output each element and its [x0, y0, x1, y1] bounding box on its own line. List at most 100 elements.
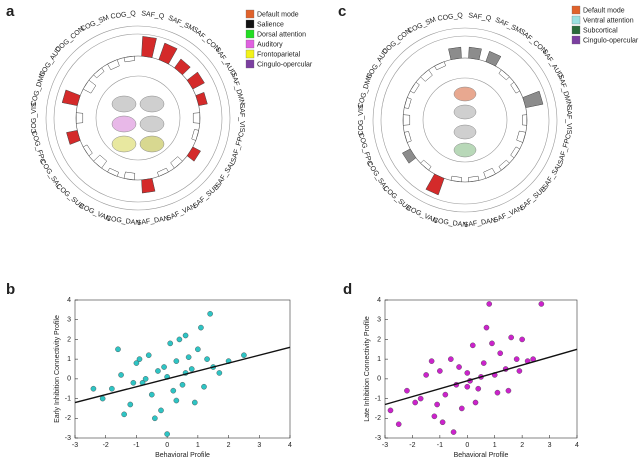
point	[195, 346, 201, 353]
point	[216, 370, 223, 376]
radial-bar	[93, 67, 105, 79]
point	[173, 358, 180, 364]
category-label: SAF_Q	[468, 12, 492, 22]
point	[145, 352, 152, 359]
category-label: SAF_SUB	[192, 184, 221, 210]
radial-bar	[82, 79, 97, 94]
radial-bar	[402, 148, 417, 164]
radial-bar	[420, 159, 432, 171]
category-label: SAF_VIS	[238, 104, 245, 133]
x-tick-label: 4	[575, 442, 579, 449]
point	[170, 387, 177, 394]
point	[464, 370, 471, 376]
legend-label: Salience	[257, 21, 284, 28]
point	[241, 352, 247, 359]
radial-bar	[402, 114, 411, 126]
point	[472, 399, 479, 406]
point	[142, 376, 149, 382]
radial-bar	[510, 81, 521, 94]
category-label: COG_Q	[110, 10, 137, 21]
point	[185, 354, 192, 360]
legend-swatch	[245, 39, 255, 49]
point	[188, 366, 195, 372]
radial-bar	[107, 59, 120, 71]
category-label: COG_DAN	[106, 215, 141, 227]
ring	[95, 75, 181, 161]
category-label: SAF_DAN	[463, 218, 496, 230]
point	[442, 391, 449, 398]
y-tick-label: 4	[377, 297, 381, 304]
category-label: SAF_VAN	[166, 203, 197, 222]
radial-bar	[483, 167, 496, 179]
category-label: SAF_FPC	[557, 133, 573, 165]
point	[155, 368, 161, 374]
radial-bar	[498, 69, 510, 81]
category-label: SAF_VAN	[493, 205, 524, 224]
x-tick-label: 2	[520, 442, 524, 449]
radial-bar	[516, 130, 527, 143]
ring	[45, 25, 231, 211]
x-tick-label: -2	[409, 442, 415, 449]
point	[412, 399, 418, 406]
plot-frame	[74, 299, 291, 439]
point	[201, 383, 207, 390]
legend-swatch	[571, 25, 581, 35]
legend-swatch	[571, 35, 581, 45]
fit-line	[384, 348, 578, 406]
radial-bar	[186, 146, 201, 162]
radial-bar	[66, 130, 81, 145]
point	[538, 301, 545, 307]
point	[439, 419, 446, 426]
legend-swatch	[571, 5, 581, 15]
legend-label: Cingulo-opercular	[583, 37, 639, 44]
point	[464, 383, 471, 390]
radial-bar	[468, 46, 482, 60]
x-tick-label: 1	[493, 442, 497, 449]
radial-bar	[158, 42, 178, 65]
radial-bar	[425, 173, 445, 196]
category-label: SAF_FPC	[230, 131, 246, 163]
category-label: COG_FPC	[30, 130, 46, 164]
panel-label: c	[338, 3, 346, 20]
y-tick-label: 1	[67, 356, 71, 363]
x-tick-label: 0	[465, 442, 469, 449]
point	[428, 358, 435, 364]
legend-swatch	[571, 15, 581, 25]
point	[469, 342, 476, 349]
point	[182, 332, 189, 339]
point	[121, 411, 127, 418]
x-tick-label: -1	[133, 442, 139, 449]
y-tick-label: 3	[377, 317, 381, 324]
category-label: COG_VIS	[31, 102, 38, 133]
x-tick-label: -3	[382, 442, 388, 449]
x-axis-label: Behavioral Profile	[155, 452, 210, 459]
fit-line	[74, 346, 291, 404]
radial-bar	[403, 131, 412, 143]
category-label: SAF_Q	[141, 10, 165, 20]
radial-bar	[450, 175, 462, 183]
point	[207, 310, 213, 317]
radial-bar	[195, 91, 208, 106]
point	[387, 407, 394, 414]
point	[176, 336, 183, 343]
legend-label: Dorsal attention	[257, 31, 306, 38]
point	[167, 340, 174, 347]
legend-swatch	[245, 9, 255, 19]
category-label: COG_Q	[437, 12, 464, 23]
y-tick-label: 2	[377, 336, 381, 343]
point	[513, 356, 520, 362]
radial-bar	[123, 171, 136, 181]
point	[456, 364, 462, 370]
category-label: SAF_DAN	[136, 216, 169, 228]
category-label: COG_DAN	[433, 217, 468, 229]
point	[99, 395, 106, 402]
point	[505, 387, 512, 394]
radial-bar	[93, 154, 108, 169]
point	[497, 350, 504, 357]
point	[127, 401, 134, 408]
category-label: COG_VIS	[358, 104, 365, 135]
point	[198, 324, 204, 331]
point	[508, 334, 514, 341]
x-tick-label: 2	[227, 442, 231, 449]
ring	[372, 27, 558, 213]
